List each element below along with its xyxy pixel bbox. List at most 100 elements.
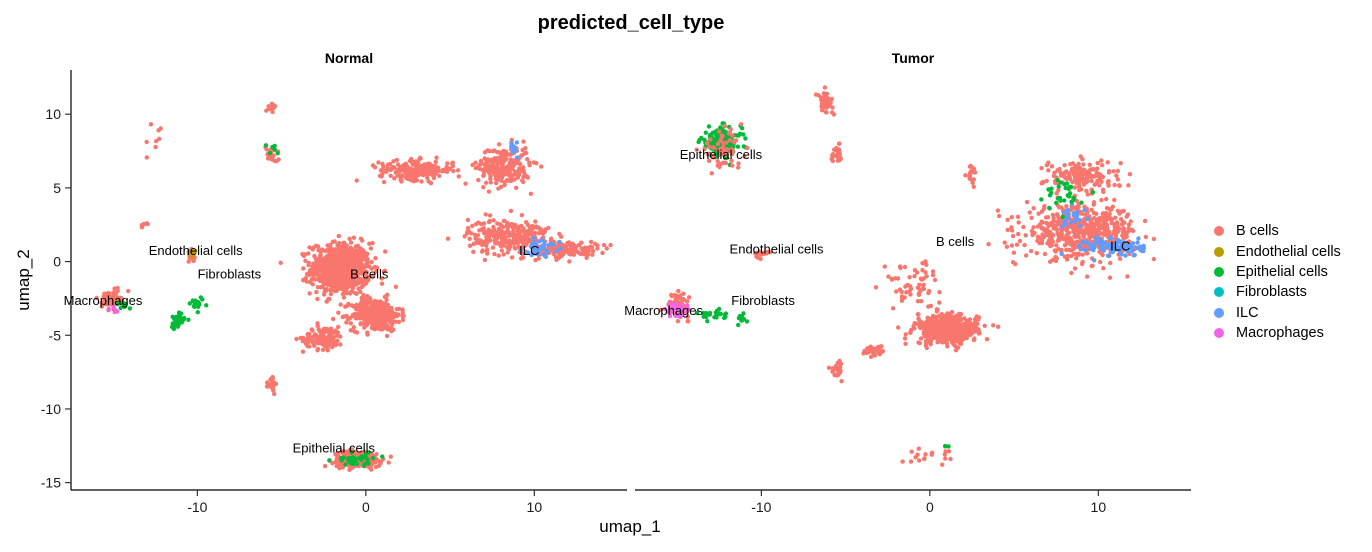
legend-key [1214, 307, 1224, 318]
data-point [494, 159, 499, 165]
data-point [504, 178, 510, 183]
data-point [1085, 230, 1090, 235]
data-point [920, 323, 925, 328]
data-point [534, 225, 540, 230]
data-point [380, 307, 385, 312]
data-point [511, 239, 516, 245]
data-point [189, 253, 195, 258]
data-point [463, 181, 468, 186]
data-point [303, 258, 308, 263]
data-point [1039, 219, 1044, 224]
data-point [447, 166, 453, 172]
data-point [886, 274, 891, 279]
data-point [527, 231, 532, 236]
data-point [1044, 220, 1049, 226]
data-point [271, 388, 276, 393]
data-point [118, 300, 123, 305]
legend-key [1214, 226, 1224, 237]
data-point [190, 298, 195, 303]
data-point [521, 179, 526, 185]
data-point [754, 251, 760, 257]
data-point [1078, 227, 1083, 233]
data-point [729, 147, 734, 152]
data-point [1083, 180, 1089, 185]
data-point [425, 175, 430, 180]
data-point [512, 177, 517, 182]
data-point [565, 247, 570, 252]
data-point [1014, 242, 1020, 247]
data-point [481, 173, 486, 178]
data-point [307, 270, 312, 275]
data-point [702, 146, 707, 152]
data-point [1074, 256, 1079, 261]
legend-label: Fibroblasts [1236, 284, 1307, 301]
cluster-label: Endothelial cells [730, 241, 824, 256]
data-point [375, 311, 380, 317]
data-point [710, 145, 715, 150]
data-point [360, 238, 365, 243]
data-point [1074, 198, 1080, 204]
cluster-label: ILC [519, 243, 539, 258]
data-point [324, 287, 329, 292]
data-point [723, 311, 729, 316]
data-point [1049, 232, 1055, 237]
legend-key [1214, 266, 1224, 277]
data-point [198, 295, 203, 300]
data-point [354, 330, 360, 335]
data-point [916, 312, 921, 317]
data-point [1088, 167, 1093, 172]
data-point [413, 168, 418, 173]
data-point [351, 285, 356, 290]
data-point [366, 264, 372, 269]
legend-item: Endothelial cells [1212, 241, 1341, 261]
x-tick-label: 10 [527, 499, 543, 515]
data-point [1016, 220, 1021, 225]
data-point [836, 370, 841, 375]
data-point [316, 248, 321, 253]
data-point [407, 158, 413, 164]
data-point [322, 463, 328, 469]
data-point [417, 155, 423, 161]
data-point [379, 281, 385, 286]
legend: B cells Endothelial cells Epithelial cells… [1212, 221, 1341, 343]
data-point [576, 242, 582, 248]
data-point [685, 314, 690, 319]
data-point [387, 317, 393, 322]
data-point [1055, 238, 1061, 243]
data-point [525, 222, 531, 227]
data-point [321, 264, 326, 269]
data-point [1091, 225, 1097, 230]
data-point [527, 163, 532, 168]
legend-item: Macrophages [1212, 323, 1341, 343]
data-point [826, 100, 832, 105]
data-point [679, 302, 685, 308]
cluster-label: Fibroblasts [198, 266, 262, 281]
data-point [1037, 240, 1042, 246]
data-point [813, 92, 819, 97]
data-point [1042, 251, 1048, 257]
data-point [514, 155, 520, 160]
data-point [735, 144, 741, 149]
data-point [467, 236, 472, 241]
data-point [1125, 274, 1130, 279]
data-point [915, 285, 921, 290]
data-point [1072, 244, 1077, 250]
data-point [341, 240, 346, 246]
data-point [1084, 188, 1089, 194]
data-point [363, 455, 368, 460]
data-point [1059, 236, 1065, 241]
data-point [1072, 174, 1078, 179]
data-point [1015, 214, 1021, 219]
data-point [735, 133, 740, 138]
data-point [396, 319, 402, 325]
data-point [1112, 197, 1117, 203]
data-point [301, 266, 306, 271]
data-point [1054, 200, 1059, 205]
data-point [1059, 172, 1064, 178]
data-point [1142, 218, 1148, 224]
data-point [1065, 214, 1070, 220]
data-point [360, 303, 366, 308]
data-point [1076, 167, 1081, 172]
data-point [320, 260, 325, 265]
